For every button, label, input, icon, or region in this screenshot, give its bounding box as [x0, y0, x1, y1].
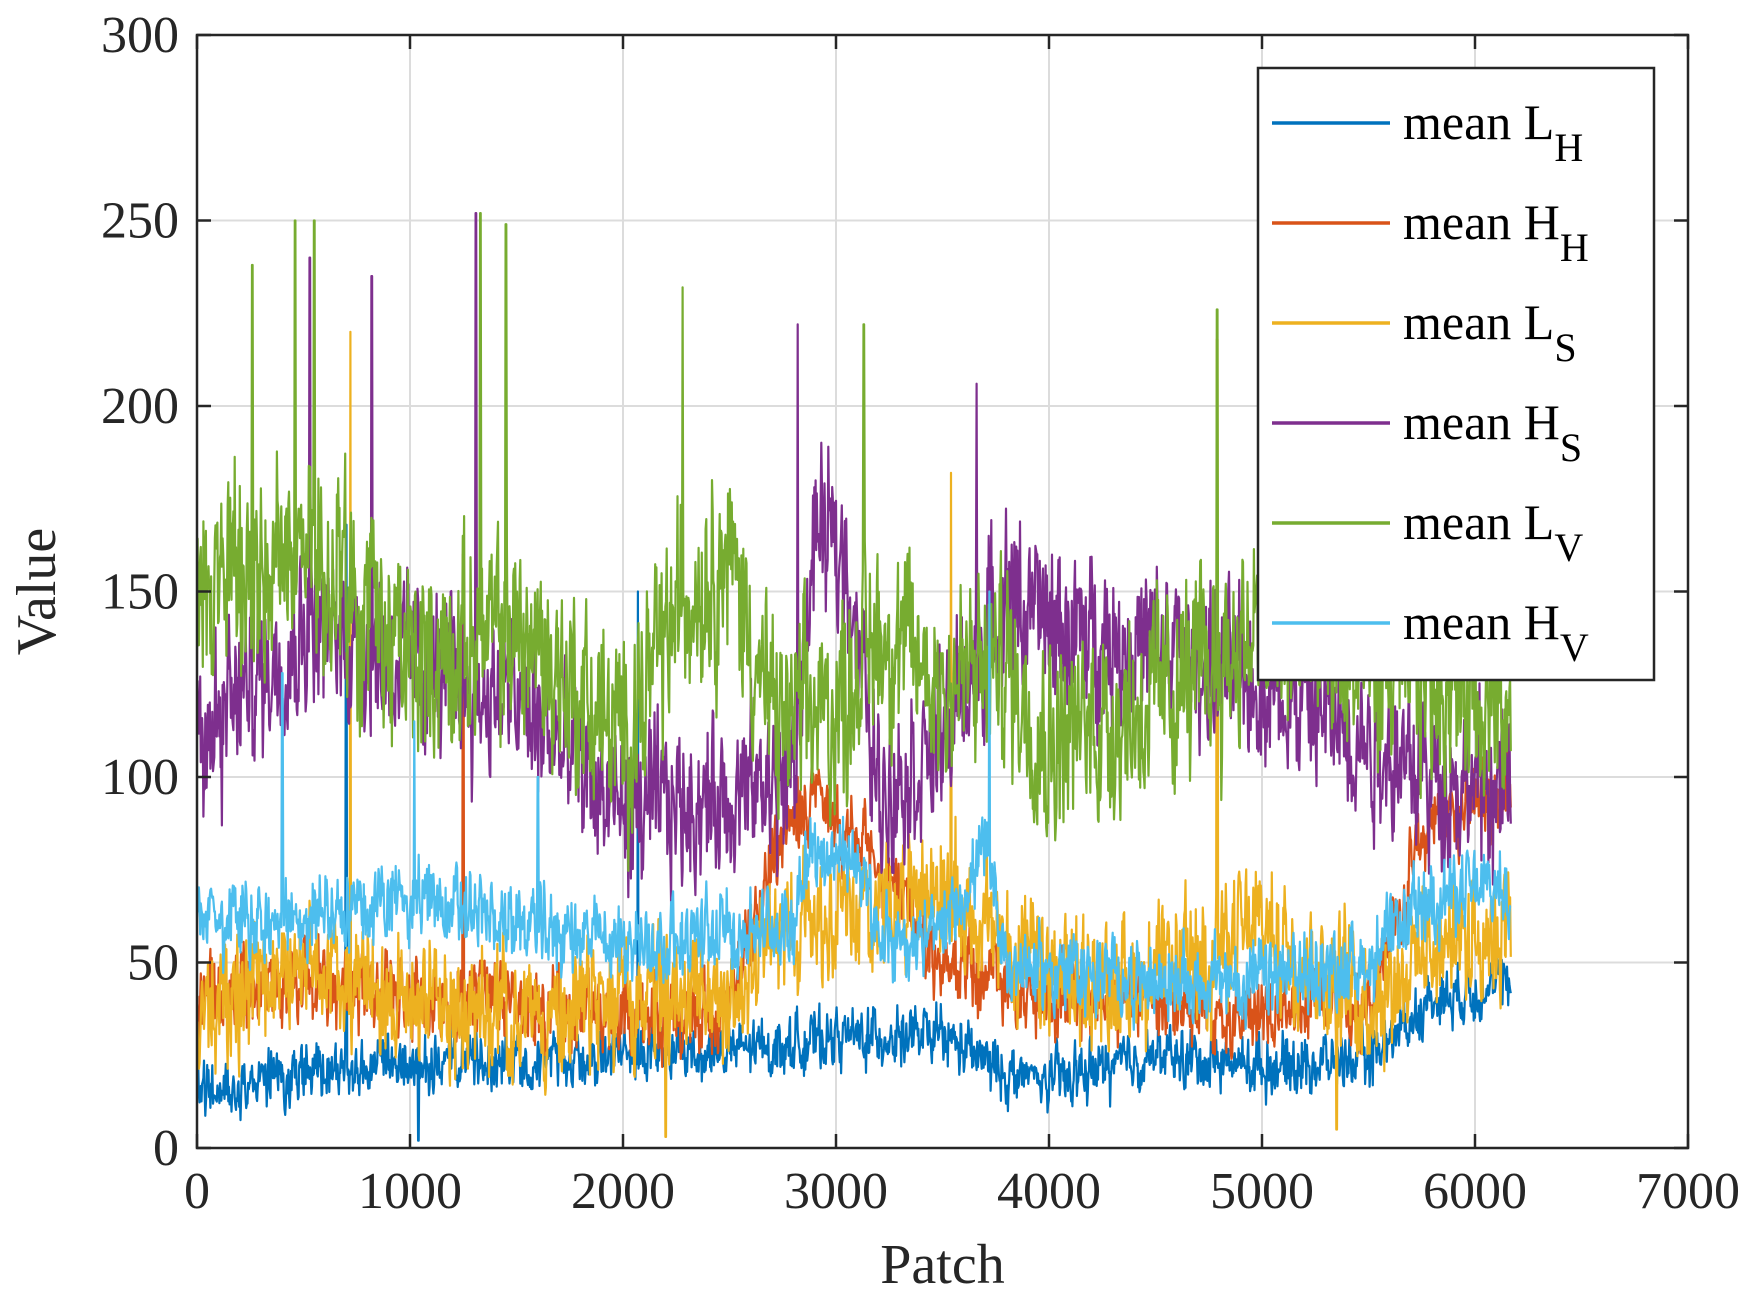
legend-label-sub: S — [1560, 425, 1582, 470]
x-tick-label: 7000 — [1636, 1163, 1740, 1220]
tick-labels: 0 1000 2000 3000 4000 5000 6000 7000 0 50 100 150 20… — [101, 7, 1740, 1220]
x-tick-label: 4000 — [997, 1163, 1101, 1220]
legend-label-main: mean L — [1403, 294, 1554, 350]
y-tick-label: 300 — [101, 7, 179, 64]
series-line-1 — [197, 523, 1512, 1142]
y-tick-label: 50 — [127, 935, 179, 992]
plot-area — [197, 212, 1512, 1142]
y-tick-label: 200 — [101, 378, 179, 435]
legend-entry: mean LH — [1403, 94, 1583, 170]
y-tick-label: 250 — [101, 193, 179, 250]
y-tick-label: 100 — [101, 749, 179, 806]
x-tick-label: 3000 — [784, 1163, 888, 1220]
legend-entry: mean HH — [1403, 194, 1589, 270]
axis-ticks — [195, 33, 1690, 1150]
legend-entry: mean LV — [1403, 494, 1583, 570]
x-tick-label: 1000 — [358, 1163, 462, 1220]
legend-label-sub: V — [1554, 525, 1583, 570]
y-axis-label: Value — [6, 528, 68, 656]
y-tick-label: 0 — [153, 1120, 179, 1177]
x-tick-label: 5000 — [1210, 1163, 1314, 1220]
legend-label-sub: H — [1560, 225, 1589, 270]
x-tick-label: 0 — [184, 1163, 210, 1220]
series-line-6 — [197, 590, 1512, 1031]
legend-entry: mean LS — [1403, 294, 1577, 370]
legend-label-main: mean H — [1403, 394, 1560, 450]
legend-label-main: mean L — [1403, 94, 1554, 150]
legend-label-sub: H — [1554, 125, 1583, 170]
legend-label-main: mean H — [1403, 594, 1560, 650]
x-tick-label: 2000 — [571, 1163, 675, 1220]
y-tick-label: 150 — [101, 564, 179, 621]
legend-entry: mean HV — [1403, 594, 1589, 670]
x-tick-label: 6000 — [1423, 1163, 1527, 1220]
legend-label-main: mean H — [1403, 194, 1560, 250]
x-axis-label: Patch — [880, 1234, 1004, 1296]
legend-box — [1256, 66, 1656, 682]
legend-label-sub: S — [1554, 325, 1576, 370]
legend-entry: mean HS — [1403, 394, 1582, 470]
legend-label-main: mean L — [1403, 494, 1554, 550]
legend-label-sub: V — [1560, 625, 1589, 670]
